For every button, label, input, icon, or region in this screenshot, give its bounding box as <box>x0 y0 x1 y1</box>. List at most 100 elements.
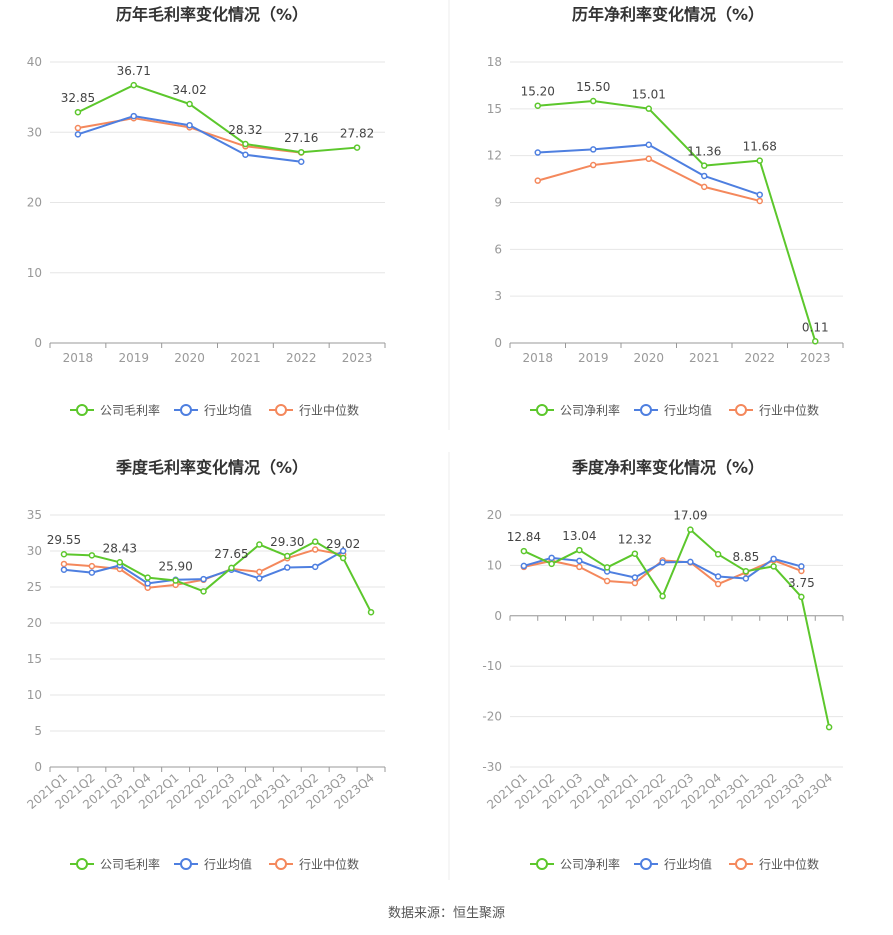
data-point-avg <box>284 564 291 571</box>
data-point-company <box>200 588 207 595</box>
y-tick-label: 5 <box>34 724 42 738</box>
data-label: 29.55 <box>47 533 81 547</box>
data-label: 13.04 <box>562 529 596 543</box>
data-point-company <box>284 552 291 560</box>
data-label: 25.90 <box>158 560 192 574</box>
data-point-company <box>172 577 179 584</box>
data-point-avg <box>770 555 777 563</box>
y-tick-label: 10 <box>27 266 42 280</box>
legend-item-company[interactable]: 公司毛利率 <box>70 857 160 872</box>
y-tick-label: 30 <box>27 544 42 558</box>
legend-label: 行业中位数 <box>299 857 359 872</box>
legend-marker-icon <box>640 858 652 870</box>
data-point-avg <box>534 149 541 156</box>
data-point-avg <box>645 141 652 148</box>
data-point-company <box>116 559 124 566</box>
x-tick-label: 2019 <box>118 351 149 365</box>
data-label: 15.01 <box>632 88 666 102</box>
legend-label: 行业中位数 <box>759 403 819 418</box>
legend-item-avg[interactable]: 行业均值 <box>174 857 252 872</box>
data-point-avg <box>60 566 68 573</box>
data-point-company <box>144 574 151 581</box>
x-tick-label: 2019 <box>578 351 609 365</box>
data-label: 12.84 <box>507 530 541 544</box>
legend-label: 行业均值 <box>204 403 252 418</box>
legend-item-median[interactable]: 行业中位数 <box>269 403 359 418</box>
y-tick-label: 0 <box>494 609 502 623</box>
data-point-avg <box>548 554 555 562</box>
legend-item-avg[interactable]: 行业均值 <box>174 403 252 418</box>
data-point-avg <box>714 573 722 580</box>
data-point-avg <box>200 575 207 583</box>
legend-item-avg[interactable]: 行业均值 <box>634 403 712 418</box>
legend-label: 公司毛利率 <box>100 403 160 418</box>
data-label: 15.50 <box>576 80 610 94</box>
y-tick-label: 0 <box>34 760 42 774</box>
data-label: 17.09 <box>673 509 707 523</box>
data-label: 29.30 <box>270 535 304 549</box>
data-point-median <box>631 579 639 587</box>
legend-label: 行业均值 <box>204 857 252 872</box>
data-point-avg <box>631 574 639 581</box>
data-point-median <box>701 183 708 191</box>
x-tick-label: 2018 <box>63 351 94 365</box>
data-label: 3.75 <box>788 576 815 590</box>
data-point-company <box>228 564 235 572</box>
data-label: 0.11 <box>802 320 829 334</box>
y-tick-label: 10 <box>487 558 502 572</box>
data-point-avg <box>659 559 666 566</box>
data-label: 8.85 <box>733 550 760 564</box>
data-label: 15.20 <box>521 85 555 99</box>
legend-marker-icon <box>735 404 747 416</box>
y-tick-label: 15 <box>487 102 502 116</box>
chart-title: 季度净利率变化情况（%） <box>571 458 764 477</box>
legend-item-avg[interactable]: 行业均值 <box>634 857 712 872</box>
chart-quarterly-net: 季度净利率变化情况（%）-30-20-10010202021Q12021Q220… <box>482 458 844 872</box>
data-point-company <box>603 564 611 571</box>
data-point-avg <box>256 575 263 582</box>
legend-item-median[interactable]: 行业中位数 <box>729 403 819 418</box>
data-label: 32.85 <box>61 91 95 105</box>
legend-marker-icon <box>76 404 88 416</box>
data-label: 11.68 <box>743 140 777 154</box>
data-point-median <box>534 177 541 184</box>
legend-item-median[interactable]: 行业中位数 <box>269 857 359 872</box>
x-tick-label: 2023 <box>342 351 373 365</box>
legend-item-company[interactable]: 公司净利率 <box>530 857 620 872</box>
chart-annual-net: 历年净利率变化情况（%） 0 3 6 9 12 15 18 2018 2019 2020 2021 20… <box>487 5 844 418</box>
legend-marker-icon <box>180 858 192 870</box>
data-label: 28.43 <box>103 541 137 555</box>
data-point-company <box>645 105 652 112</box>
data-point-median <box>311 546 319 553</box>
data-point-avg <box>742 575 750 582</box>
x-tick-label: 2022 <box>744 351 775 365</box>
data-label: 27.16 <box>284 131 318 145</box>
data-point-company <box>812 338 819 345</box>
data-point-company <box>742 567 750 575</box>
series-line-avg <box>537 143 761 196</box>
y-tick-label: 25 <box>27 580 42 594</box>
data-point-avg <box>687 558 694 566</box>
data-point-company <box>256 541 263 548</box>
legend-item-company[interactable]: 公司净利率 <box>530 403 620 418</box>
data-point-company <box>74 108 82 116</box>
y-tick-label: 12 <box>487 149 502 163</box>
data-point-avg <box>144 580 151 587</box>
data-label: 36.71 <box>117 64 151 78</box>
data-point-company <box>298 148 305 156</box>
y-tick-label: 15 <box>27 652 42 666</box>
legend-marker-icon <box>536 858 548 870</box>
data-point-company <box>825 723 833 731</box>
data-point-median <box>603 577 611 585</box>
data-point-company <box>631 550 639 557</box>
legend-label: 公司毛利率 <box>100 857 160 872</box>
legend-marker-icon <box>536 404 548 416</box>
x-tick-label: 2022 <box>286 351 317 365</box>
legend-marker-icon <box>180 404 192 416</box>
data-point-company <box>756 157 763 164</box>
data-point-company <box>88 552 96 559</box>
data-point-avg <box>130 112 137 120</box>
legend-item-median[interactable]: 行业中位数 <box>729 857 819 872</box>
legend-item-company[interactable]: 公司毛利率 <box>70 403 160 418</box>
